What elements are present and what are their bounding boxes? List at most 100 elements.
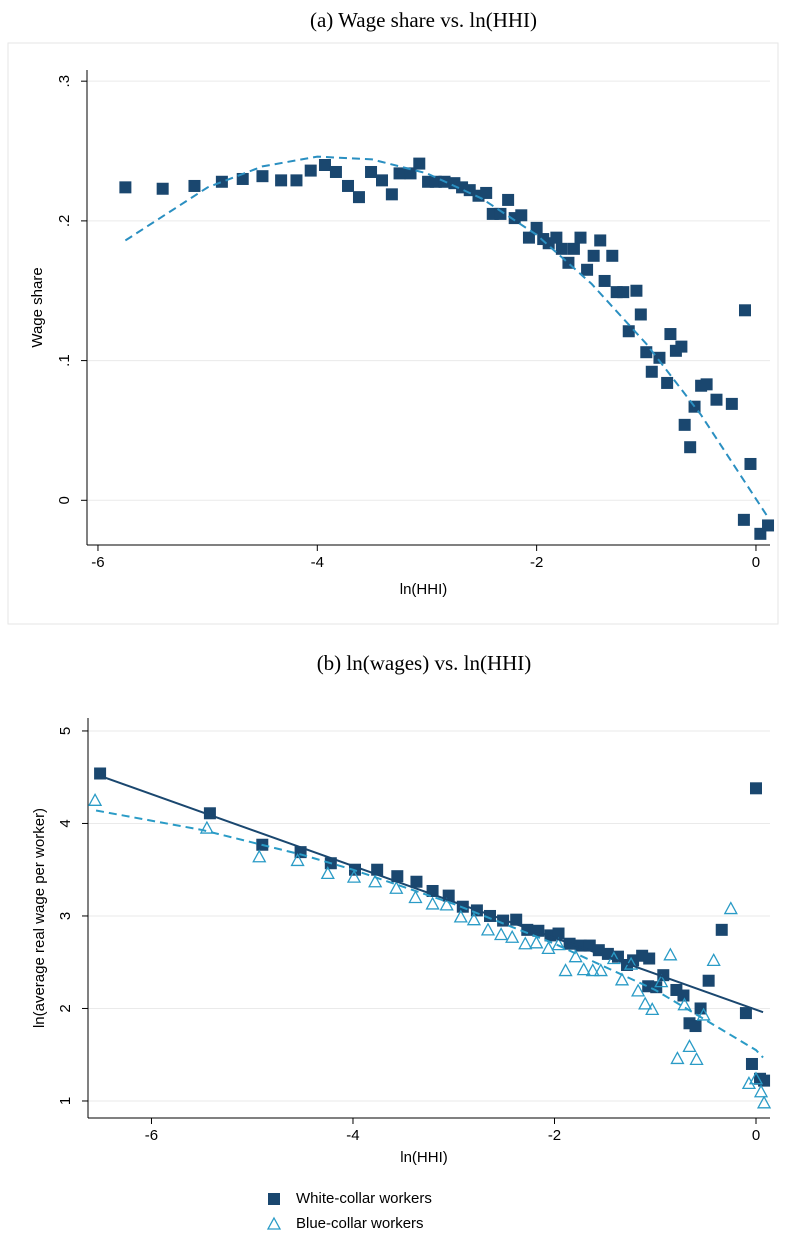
marker-triangle xyxy=(551,937,566,951)
fit-line xyxy=(124,155,768,517)
marker-square xyxy=(739,1007,752,1020)
marker-triangle xyxy=(529,935,544,949)
marker-triangle xyxy=(696,1007,711,1021)
marker-square xyxy=(737,513,750,526)
marker-square xyxy=(643,952,656,965)
marker-square xyxy=(480,186,493,199)
marker-square xyxy=(689,1020,702,1033)
marker-triangle xyxy=(631,983,646,997)
marker-square xyxy=(290,174,303,187)
marker-square xyxy=(304,164,317,177)
marker-square xyxy=(606,249,619,262)
y-tick-label: 5 xyxy=(57,727,74,735)
marker-square xyxy=(640,346,653,359)
marker-triangle xyxy=(389,880,404,894)
marker-square xyxy=(413,157,426,170)
marker-square xyxy=(749,782,762,795)
marker-square xyxy=(694,1002,707,1015)
marker-square xyxy=(581,263,594,276)
chart-title: (a) Wage share vs. ln(HHI) xyxy=(310,8,537,32)
chart-title: (b) ln(wages) vs. ln(HHI) xyxy=(317,651,532,675)
legend-label: Blue-collar workers xyxy=(296,1215,424,1232)
marker-square xyxy=(622,325,635,338)
y-tick-label: .3 xyxy=(56,75,73,88)
marker-triangle xyxy=(593,963,608,977)
marker-square xyxy=(630,284,643,297)
marker-square xyxy=(744,457,757,470)
marker-triangle xyxy=(290,853,305,867)
marker-square xyxy=(587,249,600,262)
marker-square xyxy=(318,159,331,171)
marker-triangle xyxy=(614,972,630,986)
fit-line xyxy=(95,809,764,1059)
y-axis-label: ln(average real wage per worker) xyxy=(31,808,48,1028)
marker-square xyxy=(567,242,580,255)
marker-triangle xyxy=(682,1039,697,1053)
x-tick-label: 0 xyxy=(752,554,760,571)
marker-square xyxy=(365,165,378,178)
marker-triangle xyxy=(518,936,533,950)
marker-square xyxy=(522,231,535,244)
fit-line xyxy=(95,773,764,1014)
marker-square xyxy=(188,179,201,192)
y-tick-label: 3 xyxy=(57,912,74,920)
marker-triangle xyxy=(576,962,591,976)
x-axis-label: ln(HHI) xyxy=(400,1149,448,1166)
marker-square xyxy=(653,351,666,364)
marker-triangle xyxy=(541,940,556,954)
marker-square xyxy=(156,182,169,195)
marker-triangle xyxy=(756,1095,772,1109)
marker-square xyxy=(738,304,751,317)
y-tick-label: 0 xyxy=(56,496,73,504)
panel-frame xyxy=(7,42,779,625)
marker-triangle xyxy=(466,912,481,926)
x-tick-label: -2 xyxy=(548,1127,561,1144)
marker-square xyxy=(268,1193,280,1205)
marker-square xyxy=(675,340,688,353)
marker-triangle xyxy=(638,996,653,1010)
marker-square xyxy=(594,234,607,247)
marker-square xyxy=(574,231,587,244)
marker-triangle xyxy=(741,1076,757,1090)
x-tick-label: -4 xyxy=(311,554,324,571)
marker-square xyxy=(715,923,728,936)
marker-square xyxy=(376,174,389,187)
marker-triangle xyxy=(558,963,573,977)
marker-square xyxy=(502,193,515,206)
marker-triangle xyxy=(320,866,335,880)
marker-triangle xyxy=(585,963,600,977)
marker-square xyxy=(530,221,543,234)
marker-square xyxy=(552,927,565,940)
marker-square xyxy=(494,207,507,220)
marker-square xyxy=(342,179,355,192)
marker-square xyxy=(385,188,398,201)
marker-square xyxy=(515,209,528,222)
x-axis-label: ln(HHI) xyxy=(400,581,448,598)
marker-triangle xyxy=(753,1084,769,1098)
marker-square xyxy=(702,974,715,987)
marker-square xyxy=(329,165,342,178)
y-tick-label: .1 xyxy=(56,354,73,367)
marker-triangle xyxy=(723,901,738,915)
marker-triangle xyxy=(199,820,214,834)
marker-square xyxy=(598,274,611,287)
marker-square xyxy=(275,174,288,187)
marker-square xyxy=(664,328,677,341)
marker-square xyxy=(393,167,406,180)
marker-square xyxy=(634,308,647,321)
marker-square xyxy=(684,441,697,454)
legend-label: White-collar workers xyxy=(296,1190,432,1207)
marker-square xyxy=(627,954,640,967)
marker-triangle xyxy=(706,953,721,967)
marker-triangle xyxy=(689,1051,704,1065)
marker-square xyxy=(745,1057,758,1070)
marker-triangle xyxy=(266,1216,282,1230)
x-tick-label: -6 xyxy=(145,1127,158,1144)
marker-square xyxy=(762,519,775,532)
marker-triangle xyxy=(453,909,468,923)
marker-triangle xyxy=(663,947,678,961)
x-tick-label: 0 xyxy=(752,1127,760,1144)
marker-square xyxy=(352,191,365,204)
marker-triangle xyxy=(368,874,383,888)
marker-square xyxy=(555,242,568,255)
